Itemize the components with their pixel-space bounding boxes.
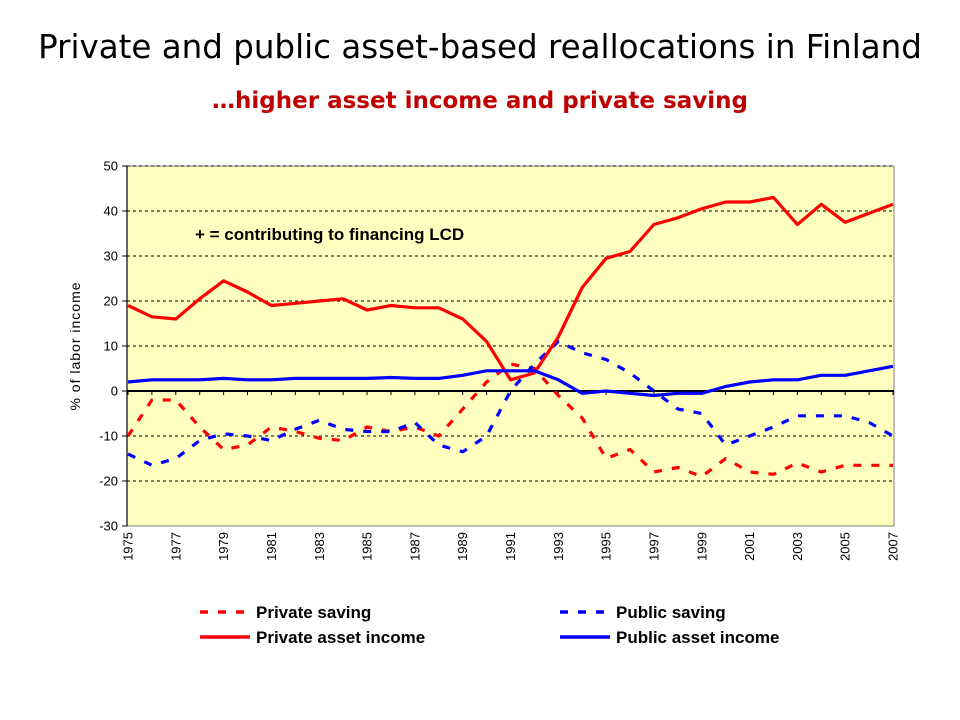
x-tick-label: 1989 xyxy=(455,532,470,561)
y-tick-label: 50 xyxy=(104,159,118,174)
y-axis-label: % of labor income xyxy=(67,281,83,410)
x-tick-label: 1979 xyxy=(216,532,231,561)
x-tick-label: 2003 xyxy=(790,532,805,561)
x-tick-label: 2005 xyxy=(838,532,853,561)
y-tick-label: -10 xyxy=(99,429,118,444)
x-tick-label: 1985 xyxy=(360,532,375,561)
x-tick-label: 1983 xyxy=(312,532,327,561)
x-tick-label: 1977 xyxy=(168,532,183,561)
y-tick-label: -30 xyxy=(99,519,118,534)
x-tick-label: 1991 xyxy=(503,532,518,561)
slide-subtitle: …higher asset income and private saving xyxy=(212,88,748,114)
x-tick-label: 1993 xyxy=(551,532,566,561)
x-tick-label: 1997 xyxy=(646,532,661,561)
chart-annotation: + = contributing to financing LCD xyxy=(195,225,464,244)
x-tick-label: 1987 xyxy=(407,532,422,561)
series-public-saving xyxy=(127,339,894,467)
y-tick-label: 40 xyxy=(104,204,118,219)
y-tick-label: -20 xyxy=(99,474,118,489)
y-tick-label: 30 xyxy=(104,249,118,264)
legend-label: Private saving xyxy=(256,603,371,622)
y-tick-label: 10 xyxy=(104,339,118,354)
x-tick-label: 1975 xyxy=(121,532,136,561)
x-tick-label: 1995 xyxy=(599,532,614,561)
legend-label: Public saving xyxy=(616,603,726,622)
slide-title: Private and public asset-based reallocat… xyxy=(38,28,922,66)
y-tick-label: 0 xyxy=(111,384,118,399)
x-tick-label: 2001 xyxy=(742,532,757,561)
x-tick-label: 2007 xyxy=(886,532,901,561)
legend-label: Public asset income xyxy=(616,628,779,647)
x-tick-label: 1981 xyxy=(264,532,279,561)
x-tick-label: 1999 xyxy=(694,532,709,561)
chart-legend: Private saving Public saving Private asset… xyxy=(200,603,779,647)
series-public-asset-income xyxy=(127,364,894,398)
y-tick-label: 20 xyxy=(104,294,118,309)
legend-label: Private asset income xyxy=(256,628,425,647)
series-private-asset-income xyxy=(127,195,894,382)
